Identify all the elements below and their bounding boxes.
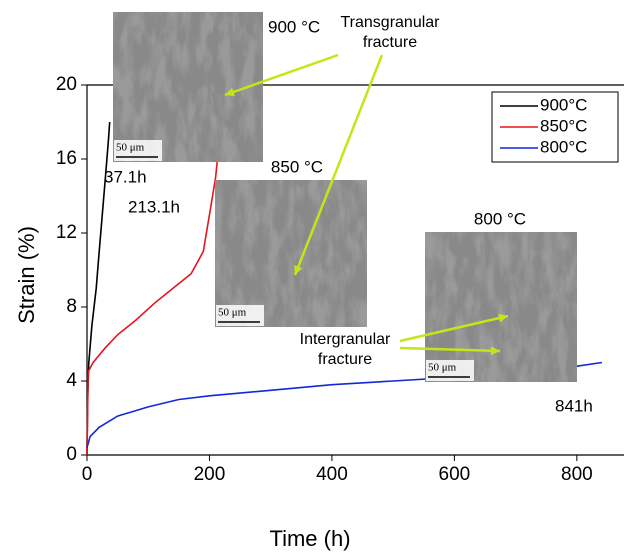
legend-label: 900°C — [540, 95, 587, 114]
callout-text: Intergranular — [300, 331, 391, 348]
callout-text: fracture — [318, 351, 372, 368]
legend-label: 850°C — [540, 116, 587, 135]
inset-label: 850 °C — [271, 157, 323, 176]
micrograph-texture — [425, 232, 577, 382]
y-tick-label: 0 — [66, 444, 77, 465]
arrow-head — [225, 87, 235, 97]
y-tick-label: 12 — [56, 222, 77, 243]
series-line — [86, 158, 219, 456]
arrow — [399, 314, 509, 343]
scale-bar-box — [216, 305, 264, 326]
y-tick-label: 16 — [56, 148, 77, 169]
scale-bar-box — [114, 140, 162, 161]
y-axis-title: Strain (%) — [14, 226, 39, 324]
y-tick-label: 8 — [66, 296, 77, 317]
x-axis-title: Time (h) — [269, 526, 350, 551]
micrograph-texture — [215, 180, 367, 327]
scale-bar-box — [426, 360, 474, 381]
scale-bar-label: 50 μm — [116, 142, 145, 154]
y-tick-label: 20 — [56, 74, 77, 95]
inset-label: 800 °C — [474, 209, 526, 228]
micrograph-texture — [113, 12, 263, 162]
annotation: 213.1h — [128, 197, 180, 216]
legend-label: 800°C — [540, 137, 587, 156]
callout-text: Transgranular — [340, 14, 440, 31]
x-tick-label: 200 — [194, 464, 226, 485]
arrow-head — [490, 346, 500, 356]
scale-bar-label: 50 μm — [428, 362, 457, 374]
arrow — [293, 54, 384, 276]
arrow — [399, 346, 501, 353]
x-tick-label: 400 — [316, 464, 348, 485]
y-tick-label: 4 — [66, 370, 77, 391]
x-tick-label: 0 — [82, 464, 93, 485]
x-tick-label: 600 — [439, 464, 471, 485]
arrow-head — [498, 313, 508, 323]
arrow-head — [294, 265, 303, 275]
annotation: 841h — [555, 396, 593, 415]
inset-label: 900 °C — [268, 17, 320, 36]
annotation: 37.1h — [104, 167, 147, 186]
arrow — [224, 53, 339, 97]
callout-text: fracture — [363, 34, 417, 51]
scale-bar-label: 50 μm — [218, 307, 247, 319]
x-tick-label: 800 — [561, 464, 593, 485]
